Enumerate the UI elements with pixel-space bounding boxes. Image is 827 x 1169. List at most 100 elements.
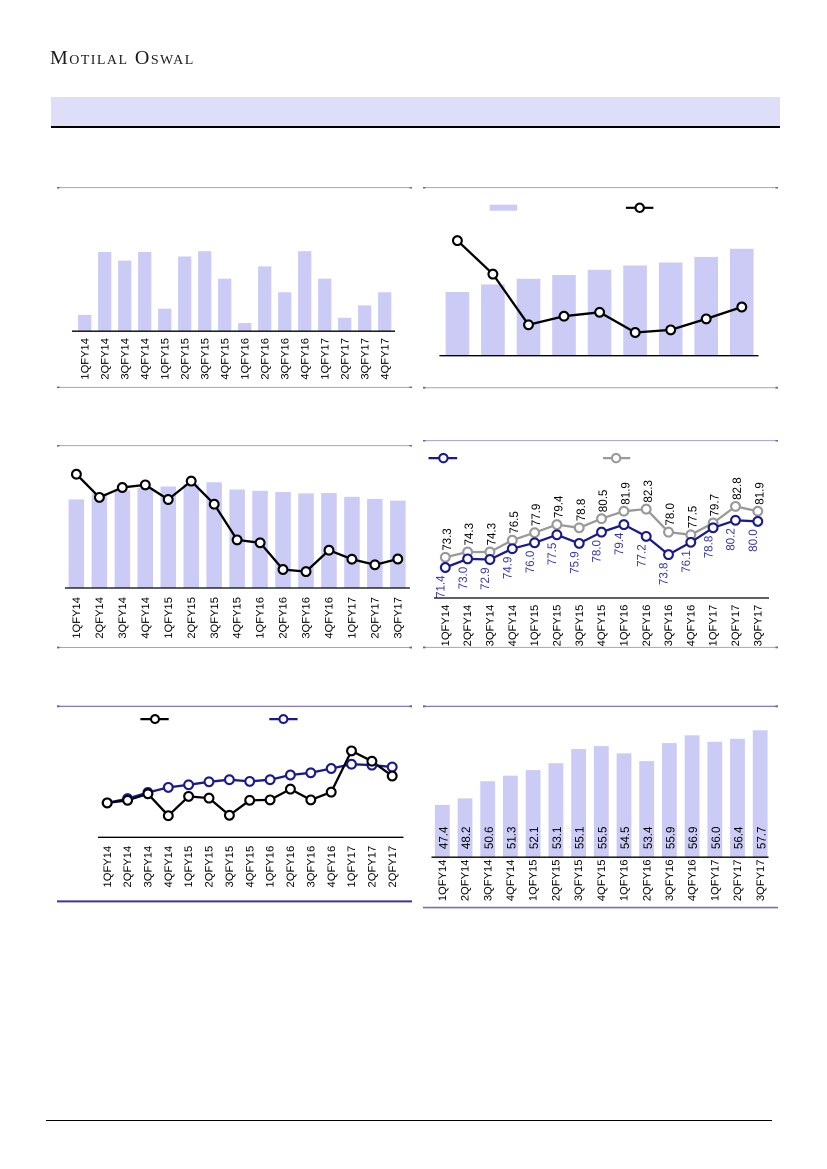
svg-text:1QFY15: 1QFY15 [183,846,195,888]
svg-text:1QFY17: 1QFY17 [347,597,359,639]
svg-text:3QFY14: 3QFY14 [119,338,131,380]
svg-text:80.0: 80.0 [747,529,760,552]
svg-text:78.8: 78.8 [575,499,588,522]
svg-text:73.0: 73.0 [457,567,470,590]
svg-text:4QFY17: 4QFY17 [379,338,391,380]
svg-text:78.0: 78.0 [591,540,604,563]
svg-text:1QFY16: 1QFY16 [239,338,251,380]
svg-text:2QFY14: 2QFY14 [99,338,111,380]
svg-text:4QFY14: 4QFY14 [507,605,519,647]
svg-text:79.4: 79.4 [553,495,566,518]
svg-text:4QFY15: 4QFY15 [219,338,231,380]
svg-text:77.5: 77.5 [686,506,699,529]
svg-text:4QFY14: 4QFY14 [505,860,517,902]
svg-text:55.9: 55.9 [665,827,678,850]
svg-text:71.4: 71.4 [435,575,448,598]
svg-text:76.5: 76.5 [508,511,521,534]
svg-text:78.8: 78.8 [702,536,715,559]
svg-text:77.9: 77.9 [530,504,543,527]
svg-text:55.1: 55.1 [574,827,587,850]
svg-text:74.9: 74.9 [502,557,515,580]
svg-text:76.0: 76.0 [524,551,537,574]
svg-text:4QFY15: 4QFY15 [244,846,256,888]
svg-text:3QFY16: 3QFY16 [664,860,676,902]
svg-text:78.0: 78.0 [664,503,677,526]
svg-text:2QFY15: 2QFY15 [179,338,191,380]
svg-text:3QFY14: 3QFY14 [117,597,129,639]
svg-text:2QFY17: 2QFY17 [370,597,382,639]
svg-text:3QFY16: 3QFY16 [663,605,675,647]
svg-text:4QFY16: 4QFY16 [685,605,697,647]
svg-text:3QFY15: 3QFY15 [224,846,236,888]
svg-text:2QFY17: 2QFY17 [339,338,351,380]
svg-text:53.4: 53.4 [642,826,655,849]
svg-text:2QFY16: 2QFY16 [278,597,290,639]
svg-text:81.9: 81.9 [753,482,766,505]
svg-text:56.9: 56.9 [687,827,700,850]
svg-text:2QFY14: 2QFY14 [462,605,474,647]
svg-text:75.9: 75.9 [568,551,581,574]
svg-text:77.5: 77.5 [546,543,559,566]
svg-text:73.3: 73.3 [441,528,454,551]
svg-text:56.0: 56.0 [710,827,723,850]
svg-text:53.1: 53.1 [551,827,564,850]
svg-text:4QFY16: 4QFY16 [299,338,311,380]
svg-text:1QFY16: 1QFY16 [255,597,267,639]
svg-text:1QFY14: 1QFY14 [71,597,83,639]
svg-text:3QFY17: 3QFY17 [392,597,404,639]
svg-text:1QFY16: 1QFY16 [619,605,631,647]
svg-text:2QFY15: 2QFY15 [186,597,198,639]
svg-text:1QFY16: 1QFY16 [619,860,631,902]
svg-text:2QFY14: 2QFY14 [460,860,472,902]
svg-text:2QFY16: 2QFY16 [285,846,297,888]
svg-text:3QFY14: 3QFY14 [482,860,494,902]
svg-text:1QFY17: 1QFY17 [709,860,721,902]
svg-text:2QFY14: 2QFY14 [94,597,106,639]
svg-text:54.5: 54.5 [619,827,632,850]
svg-text:56.4: 56.4 [733,826,746,849]
svg-text:73.8: 73.8 [658,563,671,586]
svg-text:2QFY16: 2QFY16 [259,338,271,380]
svg-text:2QFY16: 2QFY16 [641,605,653,647]
svg-text:1QFY17: 1QFY17 [319,338,331,380]
svg-text:1QFY16: 1QFY16 [265,846,277,888]
svg-text:2QFY15: 2QFY15 [552,605,564,647]
svg-text:1QFY15: 1QFY15 [163,597,175,639]
svg-text:3QFY15: 3QFY15 [573,860,585,902]
svg-text:4QFY15: 4QFY15 [232,597,244,639]
svg-text:3QFY15: 3QFY15 [209,597,221,639]
svg-text:4QFY16: 4QFY16 [687,860,699,902]
svg-text:2QFY17: 2QFY17 [387,846,399,888]
svg-text:55.5: 55.5 [596,827,609,850]
svg-text:2QFY14: 2QFY14 [122,846,134,888]
svg-text:3QFY17: 3QFY17 [752,605,764,647]
svg-text:1QFY15: 1QFY15 [528,860,540,902]
svg-text:51.3: 51.3 [506,827,519,850]
svg-text:48.2: 48.2 [460,827,473,850]
svg-text:2QFY15: 2QFY15 [204,846,216,888]
svg-text:79.7: 79.7 [709,494,722,517]
svg-text:3QFY16: 3QFY16 [301,597,313,639]
svg-text:4QFY14: 4QFY14 [163,846,175,888]
svg-text:79.4: 79.4 [613,532,626,555]
svg-text:80.2: 80.2 [725,528,738,551]
svg-text:74.3: 74.3 [463,523,476,546]
svg-text:1QFY17: 1QFY17 [346,846,358,888]
svg-text:1QFY15: 1QFY15 [159,338,171,380]
svg-text:2QFY16: 2QFY16 [641,860,653,902]
svg-text:4QFY15: 4QFY15 [596,860,608,902]
svg-text:47.4: 47.4 [437,826,450,849]
svg-text:4QFY16: 4QFY16 [324,597,336,639]
svg-text:3QFY15: 3QFY15 [574,605,586,647]
svg-text:74.3: 74.3 [486,523,499,546]
svg-text:1QFY14: 1QFY14 [79,338,91,380]
svg-text:77.2: 77.2 [635,544,648,567]
svg-text:1QFY15: 1QFY15 [529,605,541,647]
svg-text:3QFY17: 3QFY17 [359,338,371,380]
svg-text:80.5: 80.5 [597,490,610,513]
svg-text:72.9: 72.9 [479,567,492,590]
svg-text:4QFY14: 4QFY14 [140,597,152,639]
svg-text:4QFY16: 4QFY16 [326,846,338,888]
svg-text:3QFY16: 3QFY16 [305,846,317,888]
svg-text:1QFY17: 1QFY17 [708,605,720,647]
